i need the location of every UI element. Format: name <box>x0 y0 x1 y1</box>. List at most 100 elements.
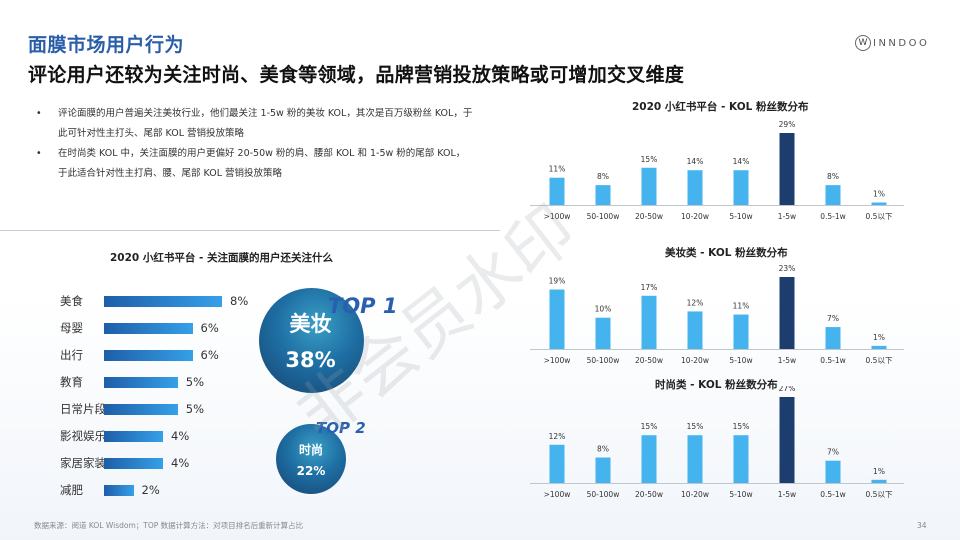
tick-label: 20-50w <box>635 356 663 365</box>
tick-label: 0.5以下 <box>866 490 893 499</box>
bar-10-20w <box>687 170 703 205</box>
data-label: 29% <box>779 120 796 129</box>
data-label: 11% <box>549 165 566 174</box>
tick-label: 5-10w <box>729 490 752 499</box>
tick-label: 1-5w <box>778 212 796 221</box>
data-label: 15% <box>641 155 658 164</box>
interest-row: 教育 5% <box>60 371 204 393</box>
bar-20-50w <box>641 435 657 483</box>
tick-label: 5-10w <box>729 212 752 221</box>
top1-label: TOP 1 <box>328 294 398 318</box>
top1-circle <box>259 288 364 393</box>
tick-label: 0.5-1w <box>820 490 846 499</box>
bar-5-10w <box>733 170 749 205</box>
interest-row: 日常片段 5% <box>60 398 204 420</box>
data-label: 15% <box>687 422 704 431</box>
logo-text: INNDOO <box>873 37 930 49</box>
category-label: 日常片段 <box>60 402 106 416</box>
data-label: 27% <box>779 386 796 393</box>
top1-name: 美妆 <box>289 312 332 336</box>
beauty-chart-title: 美妆类 - KOL 粉丝数分布 <box>665 247 788 259</box>
bar-母婴 <box>104 322 193 334</box>
category-label: 教育 <box>60 375 83 389</box>
data-label: 23% <box>779 264 796 273</box>
top1-value: 38% <box>285 348 336 372</box>
bar-1-5w <box>779 133 795 205</box>
bullet-item: 在时尚类 KOL 中，关注面膜的用户更偏好 20-50w 粉的肩、腰部 KOL … <box>34 144 474 184</box>
beauty-kol-chart: 19% >100w 10% 50-100w 17% 20-50w 12% 10-20w 11% 5… <box>530 264 904 365</box>
category-label: 美食 <box>60 294 83 308</box>
data-label: 8% <box>230 294 249 308</box>
data-label: 12% <box>549 432 566 441</box>
data-label: 7% <box>827 448 839 457</box>
top2-label: TOP 2 <box>316 419 366 437</box>
interest-row: 影视娱乐 4% <box>60 425 189 447</box>
data-label: 4% <box>171 429 190 443</box>
interest-row: 家居家装 4% <box>60 452 189 474</box>
data-label: 14% <box>733 157 750 166</box>
bar-5-10w <box>733 435 749 483</box>
bar-50-100w <box>595 185 611 205</box>
tick-label: >100w <box>544 490 571 499</box>
platform-chart-title: 2020 小红书平台 - KOL 粉丝数分布 <box>632 101 809 113</box>
category-label: 影视娱乐 <box>60 429 106 443</box>
category-label: 母婴 <box>60 321 83 335</box>
data-label: 10% <box>595 305 612 314</box>
interest-chart-title: 2020 小红书平台 - 关注面膜的用户还关注什么 <box>110 252 334 264</box>
data-label: 14% <box>687 157 704 166</box>
data-label: 8% <box>597 445 609 454</box>
data-label: 17% <box>641 283 658 292</box>
category-label: 出行 <box>60 348 83 362</box>
data-label: 15% <box>733 422 750 431</box>
data-label: 11% <box>733 302 750 311</box>
page-number: 34 <box>917 521 927 530</box>
data-label: 12% <box>687 298 704 307</box>
category-label: 家居家装 <box>60 456 106 470</box>
data-label: 6% <box>200 348 219 362</box>
top2-value: 22% <box>296 464 326 478</box>
bar-美食 <box>104 295 222 307</box>
tick-label: 1-5w <box>778 356 796 365</box>
data-label: 8% <box>597 172 609 181</box>
tick-label: >100w <box>544 356 571 365</box>
bar-出行 <box>104 349 193 361</box>
logo-mark-icon: W <box>855 35 871 51</box>
bar->100w <box>549 289 565 349</box>
data-label: 1% <box>873 467 885 476</box>
brand-logo: W INNDOO <box>855 35 929 51</box>
section-divider <box>0 230 500 231</box>
bar-5-10w <box>733 314 749 349</box>
bar-20-50w <box>641 295 657 349</box>
bar-10-20w <box>687 435 703 483</box>
page-subtitle: 评论用户还较为关注时尚、美食等领域，品牌营销投放策略或可增加交叉维度 <box>28 64 685 86</box>
data-label: 1% <box>873 190 885 199</box>
bar-10-20w <box>687 311 703 349</box>
bar-1-5w <box>779 397 795 483</box>
tick-label: 20-50w <box>635 490 663 499</box>
bar-日常片段 <box>104 403 178 415</box>
category-label: 减肥 <box>60 483 83 497</box>
tick-label: 0.5-1w <box>820 212 846 221</box>
tick-label: 5-10w <box>729 356 752 365</box>
tick-label: 1-5w <box>778 490 796 499</box>
data-label: 19% <box>549 277 566 286</box>
bar-50-100w <box>595 317 611 349</box>
data-label: 1% <box>873 333 885 342</box>
interest-row: 美食 8% <box>60 290 248 312</box>
tick-label: 0.5以下 <box>866 356 893 365</box>
tick-label: 50-100w <box>587 212 620 221</box>
bar-0.5-1w <box>825 185 841 205</box>
data-label: 7% <box>827 314 839 323</box>
fashion-kol-chart: 12% >100w 8% 50-100w 15% 20-50w 15% 10-20w 15% 5-… <box>530 386 904 499</box>
tick-label: 50-100w <box>587 490 620 499</box>
tick-label: 20-50w <box>635 212 663 221</box>
tick-label: >100w <box>544 212 571 221</box>
fashion-chart-title: 时尚类 - KOL 粉丝数分布 <box>655 379 778 391</box>
platform-kol-chart: 11% >100w 8% 50-100w 15% 20-50w 14% 10-20w 14% 5-… <box>530 120 904 221</box>
insight-bullets: 评论面膜的用户普遍关注美妆行业，他们最关注 1-5w 粉的美妆 KOL，其次是百… <box>34 104 474 184</box>
bar-0.5以下 <box>871 202 887 205</box>
bar-50-100w <box>595 457 611 483</box>
top2-name: 时尚 <box>298 443 323 457</box>
data-label: 15% <box>641 422 658 431</box>
